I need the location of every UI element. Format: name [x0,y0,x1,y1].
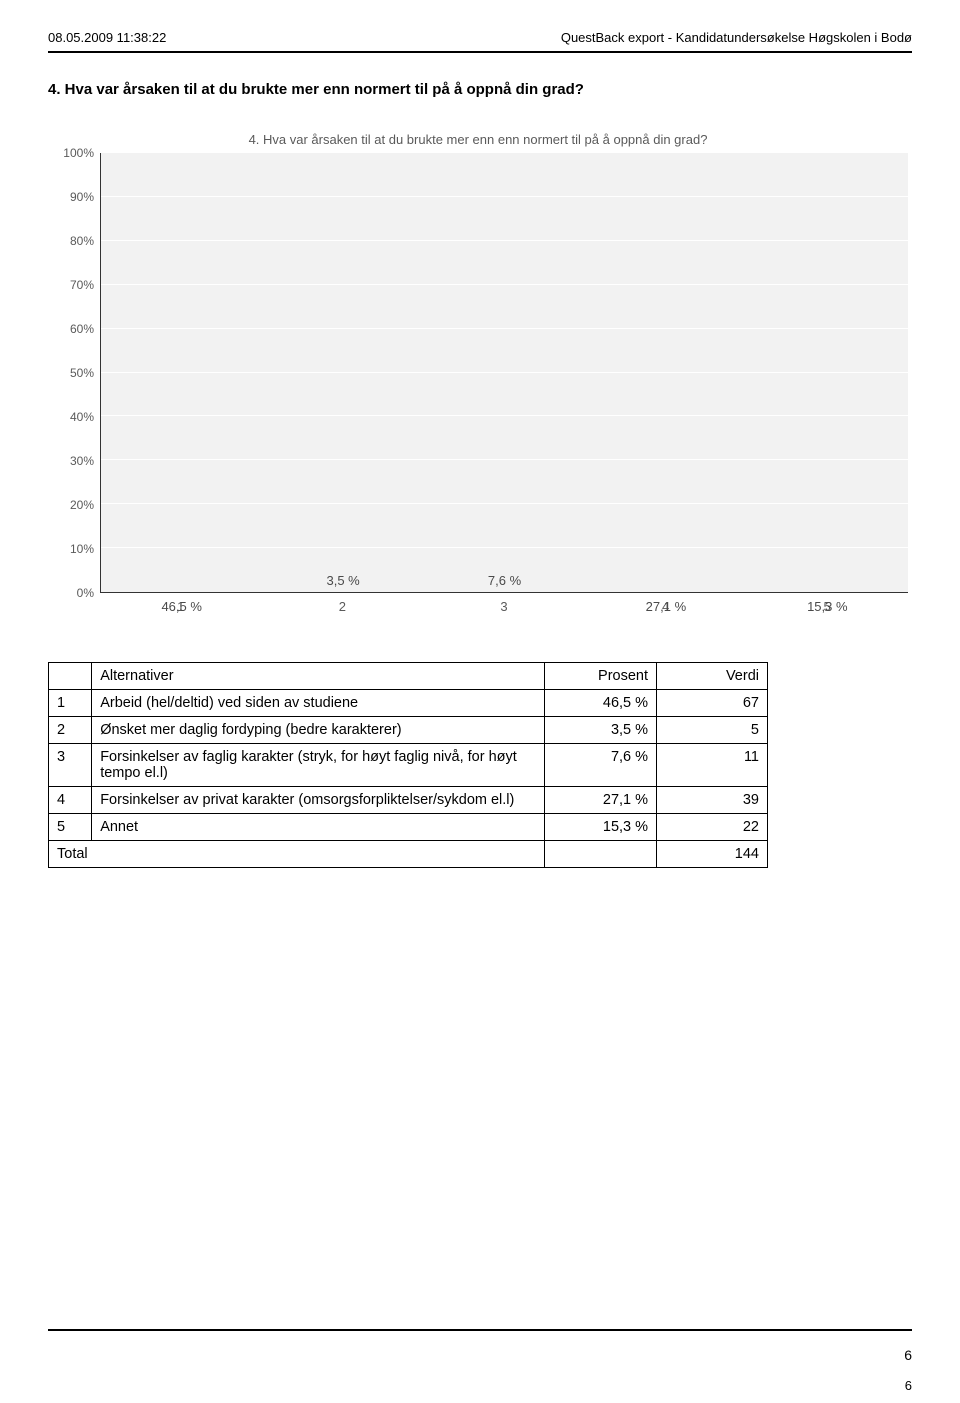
question-title: 4. Hva var årsaken til at du brukte mer … [48,81,912,98]
cell-idx: 3 [49,744,92,787]
bar-value-label: 3,5 % [326,573,359,588]
page-number-outer: 6 [905,1378,912,1393]
cell-pct: 7,6 % [544,744,656,787]
y-tick-label: 80% [70,234,94,248]
header-export-title: QuestBack export - Kandidatundersøkelse … [561,30,912,45]
chart-plot: 46,5 %3,5 %7,6 %27,1 %15,3 % [100,153,908,593]
x-tick-label: 2 [262,593,424,614]
cell-val: 11 [657,744,768,787]
page-header: 08.05.2009 11:38:22 QuestBack export - K… [48,30,912,45]
header-rule [48,51,912,53]
y-tick-label: 20% [70,498,94,512]
table-row: 5Annet15,3 %22 [49,814,768,841]
cell-val: 5 [657,717,768,744]
gridline [101,196,908,197]
col-header-blank [49,663,92,690]
cell-pct: 46,5 % [544,690,656,717]
bars-container: 46,5 %3,5 %7,6 %27,1 %15,3 % [101,153,908,592]
y-tick-label: 60% [70,322,94,336]
cell-idx: 1 [49,690,92,717]
gridline [101,240,908,241]
page-number-inner: 6 [904,1347,912,1363]
table-row: 1Arbeid (hel/deltid) ved siden av studie… [49,690,768,717]
col-header-verdi: Verdi [657,663,768,690]
chart-title: 4. Hva var årsaken til at du brukte mer … [48,132,908,147]
y-axis: 0%10%20%30%40%50%60%70%80%90%100% [48,153,100,593]
y-tick-label: 50% [70,366,94,380]
cell-idx: 2 [49,717,92,744]
table-row: 2Ønsket mer daglig fordyping (bedre kara… [49,717,768,744]
cell-label: Ønsket mer daglig fordyping (bedre karak… [92,717,544,744]
header-timestamp: 08.05.2009 11:38:22 [48,30,166,45]
gridline [101,459,908,460]
gridline [101,152,908,153]
y-tick-label: 40% [70,410,94,424]
gridline [101,547,908,548]
cell-label: Annet [92,814,544,841]
cell-total-pct [544,841,656,868]
cell-val: 67 [657,690,768,717]
bar-value-label: 27,1 % [646,599,686,614]
gridline [101,503,908,504]
gridline [101,372,908,373]
footer-rule [48,1329,912,1331]
x-tick-label: 3 [423,593,585,614]
cell-val: 39 [657,787,768,814]
col-header-alternativer: Alternativer [92,663,544,690]
cell-total-val: 144 [657,841,768,868]
table-header-row: Alternativer Prosent Verdi [49,663,768,690]
table-row: 3Forsinkelser av faglig karakter (stryk,… [49,744,768,787]
table-row: 4Forsinkelser av privat karakter (omsorg… [49,787,768,814]
y-tick-label: 100% [63,146,94,160]
cell-idx: 5 [49,814,92,841]
cell-pct: 27,1 % [544,787,656,814]
cell-label: Forsinkelser av privat karakter (omsorgs… [92,787,544,814]
bar-chart: 4. Hva var årsaken til at du brukte mer … [48,132,908,614]
table-total-row: Total 144 [49,841,768,868]
y-tick-label: 70% [70,278,94,292]
y-tick-label: 90% [70,190,94,204]
cell-label: Arbeid (hel/deltid) ved siden av studien… [92,690,544,717]
gridline [101,328,908,329]
results-table: Alternativer Prosent Verdi 1Arbeid (hel/… [48,662,768,868]
gridline [101,415,908,416]
y-tick-label: 30% [70,454,94,468]
cell-val: 22 [657,814,768,841]
bar-value-label: 7,6 % [488,573,521,588]
bar-value-label: 15,3 % [807,599,847,614]
bar-value-label: 46,5 % [161,599,201,614]
y-tick-label: 0% [77,586,94,600]
col-header-prosent: Prosent [544,663,656,690]
gridline [101,284,908,285]
cell-pct: 3,5 % [544,717,656,744]
x-axis: 12345 [100,593,908,614]
cell-pct: 15,3 % [544,814,656,841]
y-tick-label: 10% [70,542,94,556]
cell-label: Forsinkelser av faglig karakter (stryk, … [92,744,544,787]
cell-idx: 4 [49,787,92,814]
cell-total-label: Total [49,841,545,868]
